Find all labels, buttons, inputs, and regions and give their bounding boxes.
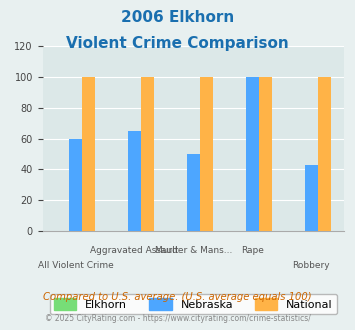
- Text: Violent Crime Comparison: Violent Crime Comparison: [66, 36, 289, 51]
- Text: Robbery: Robbery: [293, 261, 330, 270]
- Bar: [187, 154, 200, 231]
- Bar: [200, 77, 213, 231]
- Text: All Violent Crime: All Violent Crime: [38, 261, 114, 270]
- Text: Compared to U.S. average. (U.S. average equals 100): Compared to U.S. average. (U.S. average …: [43, 292, 312, 302]
- Text: Aggravated Assault: Aggravated Assault: [91, 246, 179, 255]
- Text: Murder & Mans...: Murder & Mans...: [155, 246, 232, 255]
- Text: 2006 Elkhorn: 2006 Elkhorn: [121, 10, 234, 25]
- Bar: [246, 77, 259, 231]
- Bar: [318, 77, 331, 231]
- Text: © 2025 CityRating.com - https://www.cityrating.com/crime-statistics/: © 2025 CityRating.com - https://www.city…: [45, 314, 310, 323]
- Bar: [82, 77, 95, 231]
- Bar: [141, 77, 154, 231]
- Legend: Elkhorn, Nebraska, National: Elkhorn, Nebraska, National: [49, 294, 338, 314]
- Bar: [128, 131, 141, 231]
- Bar: [305, 165, 318, 231]
- Text: Rape: Rape: [241, 246, 264, 255]
- Bar: [69, 139, 82, 231]
- Bar: [259, 77, 272, 231]
